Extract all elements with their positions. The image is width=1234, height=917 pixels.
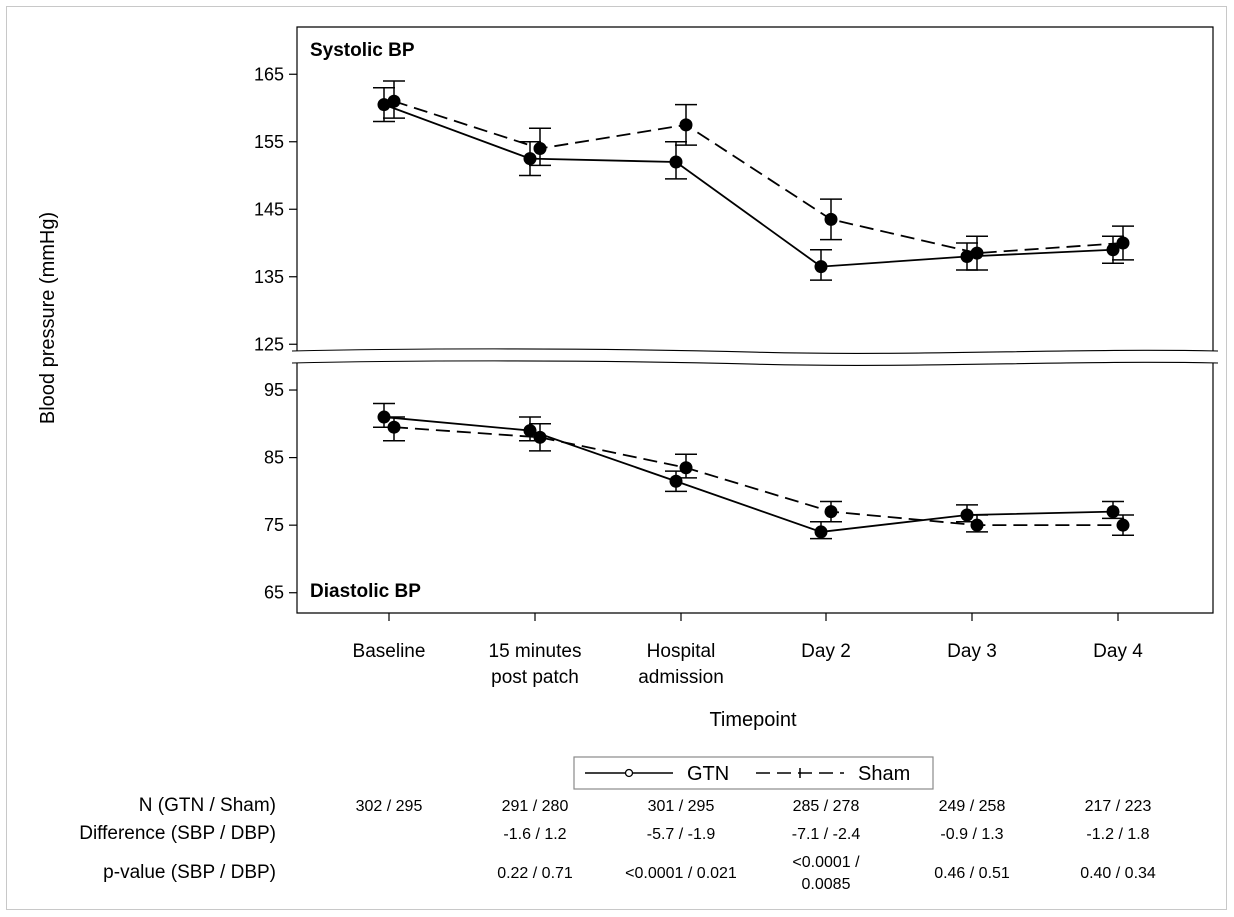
data-point <box>814 260 828 274</box>
series-line <box>393 426 1123 527</box>
axis-break-line <box>291 360 1219 366</box>
x-tick-label: 15 minutes <box>489 641 582 662</box>
data-point <box>533 430 547 444</box>
data-point <box>679 118 693 132</box>
table-cell: 291 / 280 <box>502 798 569 815</box>
y-tick-label: 145 <box>254 199 284 219</box>
y-tick-label: 155 <box>254 132 284 152</box>
table-cell: 0.22 / 0.71 <box>497 865 573 882</box>
table-cell: 0.40 / 0.34 <box>1080 865 1156 882</box>
y-tick-label: 95 <box>264 380 284 400</box>
panel-title: Systolic BP <box>310 40 415 61</box>
data-point <box>1106 505 1120 519</box>
table-cell: -1.6 / 1.2 <box>503 826 566 843</box>
series-line <box>383 416 1114 533</box>
x-axis-title: Timepoint <box>709 709 797 731</box>
x-tick-label: Day 3 <box>947 641 997 662</box>
data-point <box>377 98 391 112</box>
panel-title: Diastolic BP <box>310 581 421 602</box>
table-cell: -0.9 / 1.3 <box>940 826 1003 843</box>
systolic-panel: 125 135 145 155 165 Systolic BP <box>254 26 1214 354</box>
table-cell: <0.0001 / <box>792 854 860 871</box>
table-cell: 217 / 223 <box>1085 798 1152 815</box>
table-cell: 0.46 / 0.51 <box>934 865 1010 882</box>
data-point <box>387 94 401 108</box>
table-row: Difference (SBP / DBP) -1.6 / 1.2 -5.7 / -… <box>79 823 1149 844</box>
y-tick-label: 135 <box>254 267 284 287</box>
legend-gtn-label: GTN <box>687 763 729 785</box>
series-line <box>383 103 1114 268</box>
data-point <box>960 250 974 263</box>
y-tick-label: 75 <box>264 515 284 535</box>
data-point <box>824 212 838 226</box>
axis-break-line <box>291 348 1219 354</box>
table-row-label: N (GTN / Sham) <box>139 795 276 816</box>
data-point <box>1116 518 1130 532</box>
table-cell: <0.0001 / 0.021 <box>625 865 737 882</box>
x-tick-label: post patch <box>491 667 579 688</box>
y-tick-label: 125 <box>254 334 284 354</box>
data-point <box>533 142 547 155</box>
legend-gtn-marker <box>624 768 634 778</box>
table-cell: 285 / 278 <box>793 798 860 815</box>
y-tick-label: 65 <box>264 583 284 603</box>
axis-break <box>291 348 1219 366</box>
table-row: N (GTN / Sham) 302 / 295 291 / 280 301 / 29… <box>139 795 1152 816</box>
table-cell: 301 / 295 <box>648 798 715 815</box>
y-axis-title: Blood pressure (mmHg) <box>37 212 59 424</box>
data-point <box>1106 243 1120 257</box>
stats-table: N (GTN / Sham) 302 / 295 291 / 280 301 / 29… <box>79 795 1156 893</box>
legend: GTN Sham <box>573 756 934 790</box>
data-point <box>523 152 537 166</box>
table-cell: -5.7 / -1.9 <box>647 826 716 843</box>
data-point <box>970 246 984 260</box>
x-axis: Baseline 15 minutes post patch Hospital admi… <box>353 613 1143 688</box>
table-cell: 0.0085 <box>802 876 851 893</box>
data-point <box>669 474 683 488</box>
series-gtn <box>373 87 1124 281</box>
series-sham <box>383 80 1134 271</box>
series-line <box>393 100 1124 255</box>
y-tick-label: 85 <box>264 448 284 468</box>
diastolic-panel: 65 75 85 95 Diastolic BP <box>264 363 1214 614</box>
series-gtn <box>373 402 1124 540</box>
plot-layer: 125 135 145 155 165 Systolic BP 65 75 85 95 Diasto… <box>254 26 1219 688</box>
panel-border <box>296 26 1214 351</box>
table-row-label: p-value (SBP / DBP) <box>103 862 276 883</box>
data-point <box>970 518 984 532</box>
table-cell: 302 / 295 <box>356 798 423 815</box>
figure-frame <box>6 6 1227 910</box>
data-point <box>669 155 683 169</box>
data-point <box>824 505 838 519</box>
table-cell: 249 / 258 <box>939 798 1006 815</box>
data-point <box>814 525 828 539</box>
x-tick-label: Day 4 <box>1093 641 1143 662</box>
panel-border <box>296 363 1214 614</box>
table-row: p-value (SBP / DBP) 0.22 / 0.71 <0.0001 / … <box>103 854 1156 893</box>
table-cell: -1.2 / 1.8 <box>1086 826 1149 843</box>
y-tick-label: 165 <box>254 64 284 84</box>
data-point <box>387 420 401 434</box>
data-point <box>1116 236 1130 250</box>
table-row-label: Difference (SBP / DBP) <box>79 823 276 844</box>
data-point <box>523 424 537 438</box>
legend-sham-label: Sham <box>858 763 910 785</box>
x-tick-label: Day 2 <box>801 641 851 662</box>
series-sham <box>383 416 1134 537</box>
x-tick-label: admission <box>638 667 724 688</box>
x-tick-label: Hospital <box>647 641 716 662</box>
x-tick-label: Baseline <box>353 641 426 662</box>
y-axis-title-group: Blood pressure (mmHg) <box>37 212 59 424</box>
data-point <box>679 461 693 475</box>
table-cell: -7.1 / -2.4 <box>792 826 861 843</box>
